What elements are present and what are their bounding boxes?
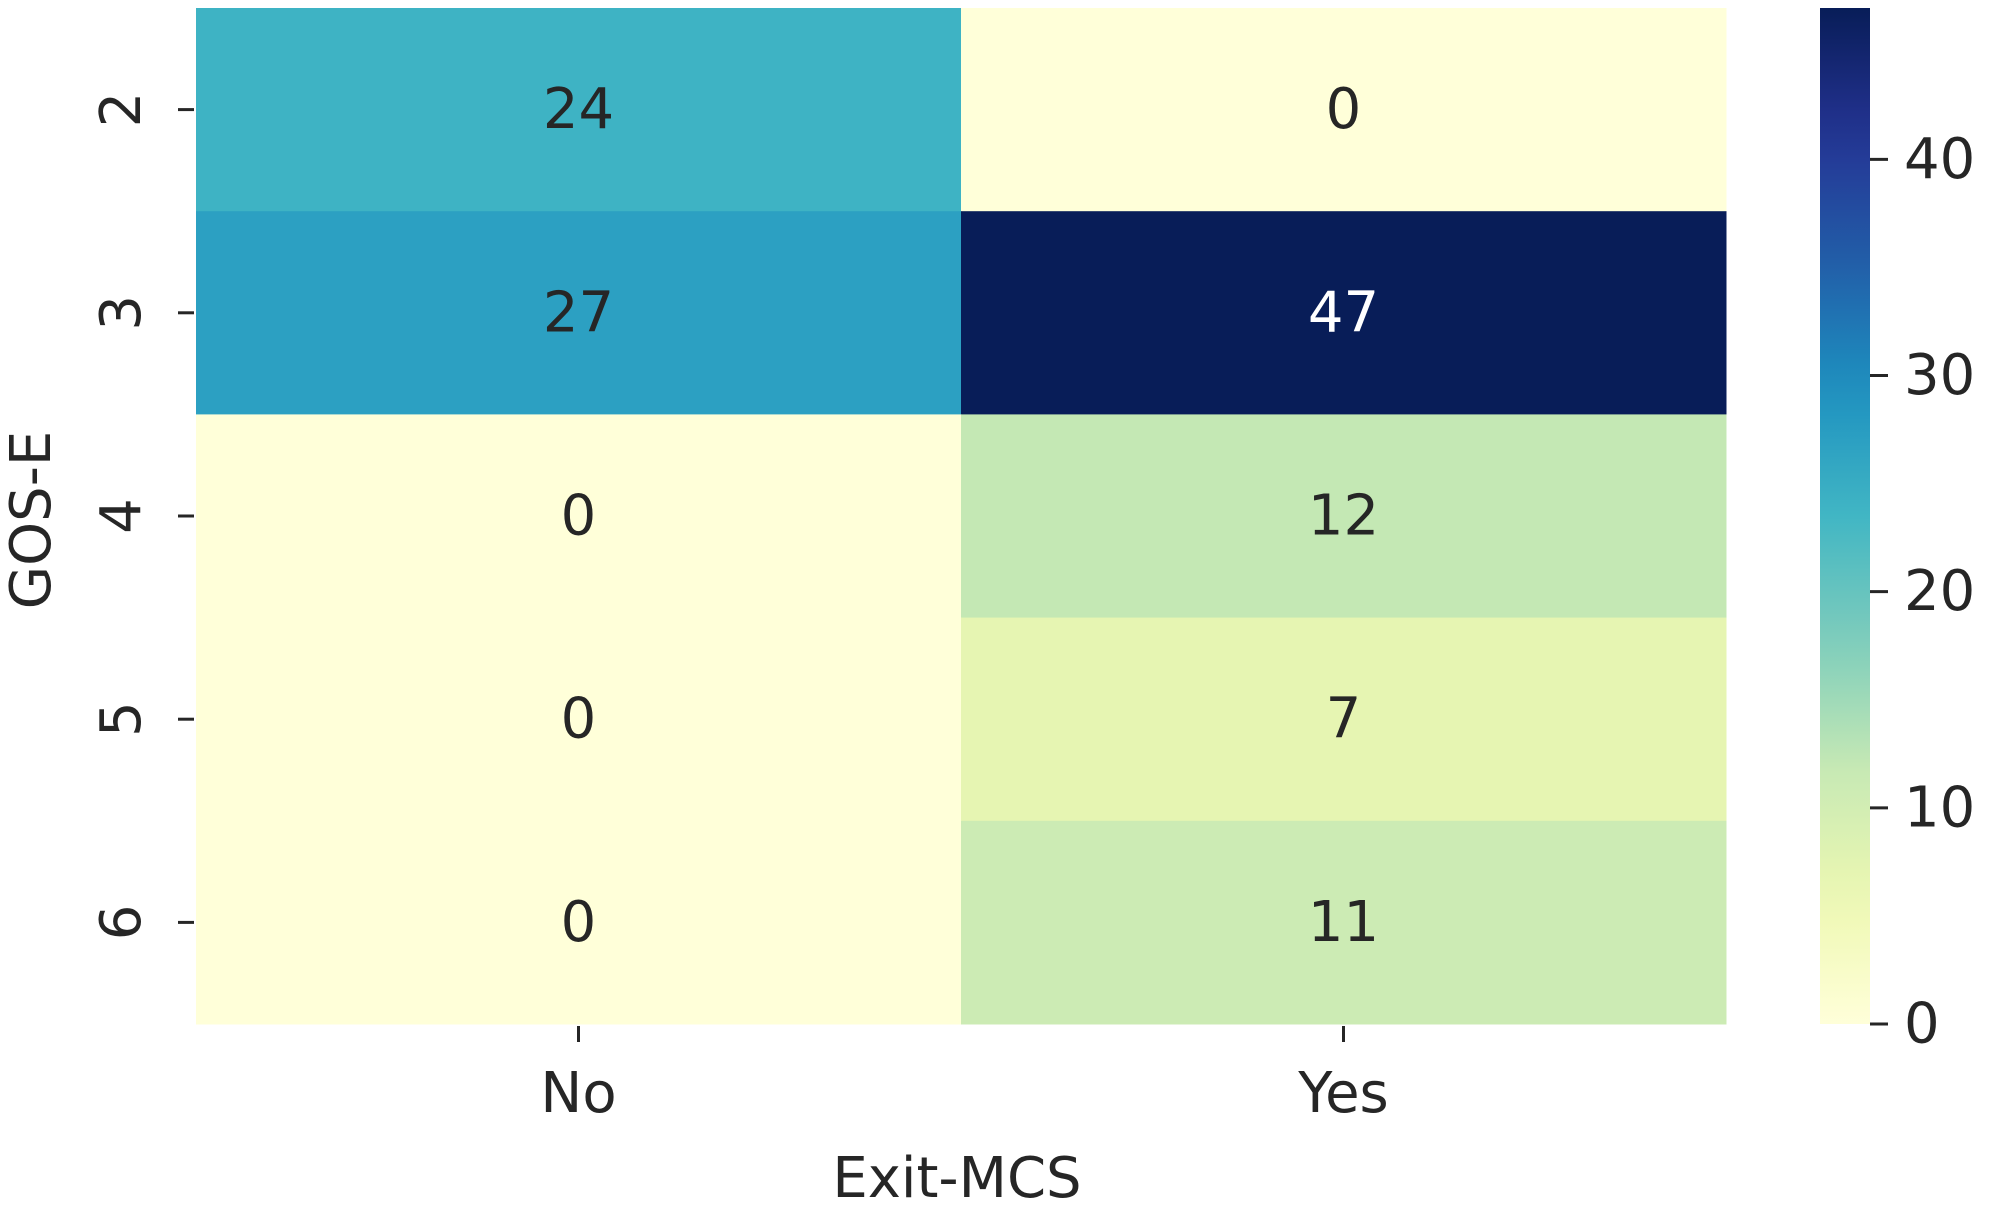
colorbar-tick-label: 30: [1904, 343, 1975, 408]
cell-value-label: 0: [561, 687, 597, 752]
y-tick-label: 3: [89, 295, 154, 331]
heatmap-cell-3-Yes: [961, 211, 1727, 415]
cell-annotations: 24 0 27 47 0 12 0 7 0 11: [543, 77, 1379, 955]
heatmap-cell-2-Yes: [961, 8, 1727, 212]
cell-value-label: 7: [1326, 687, 1362, 752]
colorbar-tick-label: 0: [1904, 992, 1940, 1057]
cell-value-label: 0: [1326, 77, 1362, 142]
heatmap-cells: [196, 8, 1727, 1025]
colorbar-tick-label: 20: [1904, 559, 1975, 624]
x-tick-label: No: [540, 1061, 616, 1126]
heatmap-cell-4-Yes: [961, 414, 1727, 619]
y-tick-label: 4: [89, 498, 154, 534]
y-axis: 2 3 4 5 6: [89, 92, 194, 940]
heatmap-cell-6-Yes: [961, 820, 1727, 1025]
heatmap-cell-4-No: [196, 414, 962, 619]
colorbar-gradient: [1820, 8, 1870, 1024]
y-tick-label: 6: [89, 905, 154, 941]
cell-value-label: 24: [543, 77, 614, 142]
cell-value-label: 27: [543, 280, 614, 345]
heatmap-cell-5-Yes: [961, 617, 1727, 822]
y-axis-label: GOS-E: [0, 431, 64, 610]
x-tick-label: Yes: [1297, 1061, 1388, 1126]
cell-value-label: 47: [1308, 280, 1379, 345]
x-axis-label: Exit-MCS: [832, 1146, 1081, 1207]
heatmap-cell-6-No: [196, 820, 962, 1025]
x-axis: No Yes: [540, 1026, 1389, 1126]
heatmap-cell-2-No: [196, 8, 962, 212]
heatmap-cell-3-No: [196, 211, 962, 415]
cell-value-label: 0: [561, 484, 597, 549]
heatmap-cell-5-No: [196, 617, 962, 822]
colorbar-tick-label: 10: [1904, 775, 1975, 840]
y-tick-label: 2: [89, 92, 154, 128]
colorbar: 0 10 20 30 40: [1820, 8, 1975, 1057]
cell-value-label: 11: [1308, 890, 1379, 955]
cell-value-label: 12: [1308, 484, 1379, 549]
y-tick-label: 5: [89, 701, 154, 737]
colorbar-tick-label: 40: [1904, 127, 1975, 192]
cell-value-label: 0: [561, 890, 597, 955]
